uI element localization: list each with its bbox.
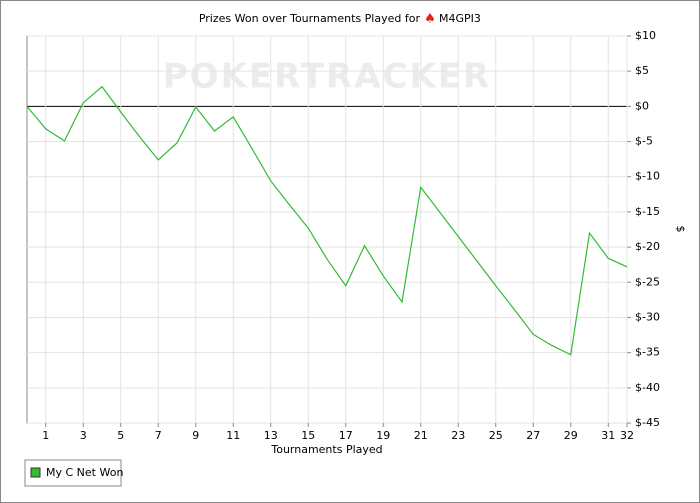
y-tick-label: $-45 <box>635 416 660 429</box>
x-axis-label: Tournaments Played <box>270 443 382 456</box>
x-tick-label: 23 <box>451 429 465 442</box>
y-tick-label: $-25 <box>635 275 660 288</box>
x-tick-label: 7 <box>155 429 162 442</box>
x-tick-label: 5 <box>117 429 124 442</box>
legend <box>24 459 122 487</box>
x-tick-label: 15 <box>301 429 315 442</box>
data-line <box>26 85 628 356</box>
legend-label: My C Net Won <box>46 466 123 479</box>
y-tick-label: $5 <box>635 64 649 77</box>
y-tick-label: $-5 <box>635 135 653 148</box>
x-tick-label: 31 <box>601 429 615 442</box>
x-tick-label: 13 <box>264 429 278 442</box>
player-name: M4GPI3 <box>439 12 481 25</box>
legend-swatch <box>30 467 41 478</box>
plot-area <box>26 35 628 424</box>
spade-icon: ♠ <box>424 12 436 27</box>
y-tick-label: $-20 <box>635 240 660 253</box>
y-tick-label: $-40 <box>635 381 660 394</box>
x-tick-label: 19 <box>376 429 390 442</box>
y-tick-label: $-15 <box>635 205 660 218</box>
chart-title: Prizes Won over Tournaments Played for <box>199 12 421 25</box>
watermark: POKERTRACKER <box>163 57 491 97</box>
x-tick-label: 3 <box>80 429 87 442</box>
x-tick-label: 32 <box>620 429 634 442</box>
x-tick-label: 11 <box>226 429 240 442</box>
y-tick-label: $-10 <box>635 170 660 183</box>
x-tick-label: 27 <box>526 429 540 442</box>
x-tick-label: 17 <box>339 429 353 442</box>
x-tick-label: 1 <box>42 429 49 442</box>
y-axis-label: $ <box>674 226 687 233</box>
x-tick-label: 29 <box>564 429 578 442</box>
x-tick-label: 21 <box>414 429 428 442</box>
x-tick-label: 9 <box>192 429 199 442</box>
y-tick-label: $-35 <box>635 346 660 359</box>
x-tick-label: 25 <box>489 429 503 442</box>
y-tick-label: $10 <box>635 29 656 42</box>
y-tick-label: $0 <box>635 99 649 112</box>
y-tick-label: $-30 <box>635 310 660 323</box>
